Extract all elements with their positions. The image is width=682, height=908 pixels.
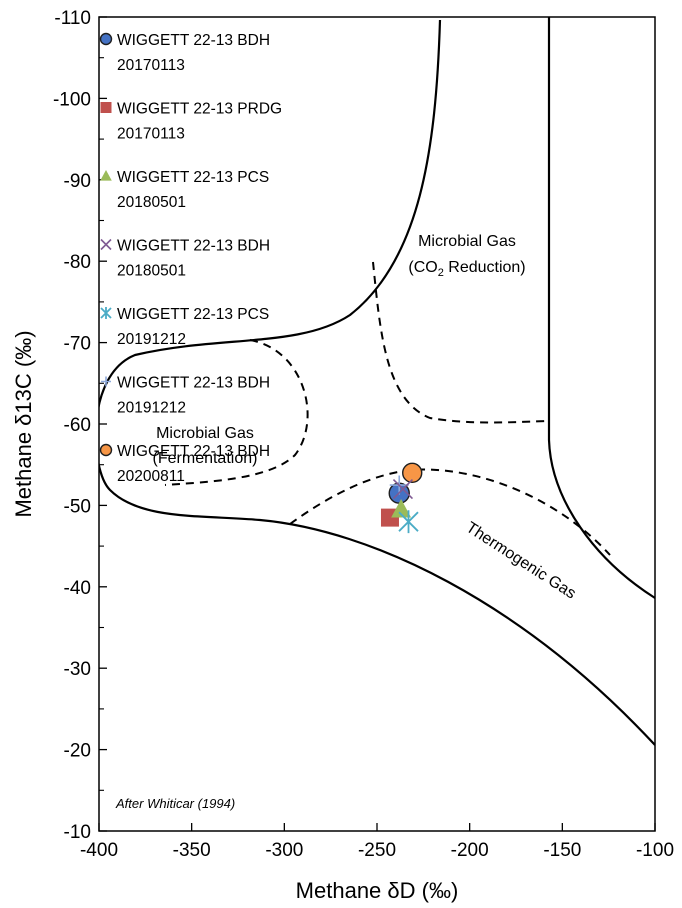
legend-label-date: 20191212 [117,331,186,348]
data-point [391,499,412,518]
legend-marker [100,307,112,319]
x-axis-title: Methane δD (‰) [296,878,459,903]
field-boundaries [99,17,655,746]
legend-marker [100,169,112,181]
y-tick-label: -40 [64,578,91,599]
legend-label: WIGGETT 22-13 PRDG [117,101,282,118]
x-tick-label: -350 [173,840,211,861]
y-tick-label: -60 [64,415,91,436]
plot-area [98,16,656,832]
y-tick-label: -30 [64,659,91,680]
legend-label: WIGGETT 22-13 BDH [117,238,270,255]
y-tick-label: -80 [64,252,91,273]
fermentation-boundary-dashed [164,339,309,486]
legend-label: WIGGETT 22-13 PCS [117,169,269,186]
y-tick-label: -50 [64,496,91,517]
legend-marker [100,238,112,251]
legend-marker [99,32,113,46]
legend-label: WIGGETT 22-13 PCS [117,306,269,323]
legend-label-date: 20200811 [117,468,185,485]
outer-boundary-line [99,19,655,746]
y-tick-label: -20 [64,741,91,762]
y-tick-label: -100 [53,89,91,110]
data-point [402,462,423,484]
x-axis-ticks: -400 -350 -300 -250 -200 -150 -100 [80,823,674,861]
legend-label-date: 20191212 [117,400,186,417]
data-point [392,479,414,500]
y-axis-ticks: -110 -100 -90 -80 -70 -60 -50 -40 -30 -20 -10 [53,8,107,843]
legend-label-date: 20170113 [117,57,185,74]
region-label-fermentation-line2: (Fermentation) [153,450,258,467]
y-tick-label: -70 [64,334,91,355]
legend: WIGGETT 22-13 BDH 20170113 WIGGETT 22-13 P… [99,32,282,485]
legend-label: WIGGETT 22-13 BDH [117,375,270,392]
legend-marker [99,443,113,457]
x-tick-label: -300 [265,840,303,861]
legend-label: WIGGETT 22-13 BDH [117,443,270,460]
x-tick-label: -100 [636,840,674,861]
co2-reduction-boundary-dashed [372,261,550,424]
x-tick-label: -200 [451,840,489,861]
x-tick-label: -400 [80,840,118,861]
legend-marker [101,376,111,387]
region-label-co2-line2: (CO2 Reduction) [408,259,525,279]
data-points [380,462,423,534]
x-tick-label: -150 [543,840,581,861]
legend-label-date: 20180501 [117,263,186,280]
attribution-note: After Whiticar (1994) [115,796,235,811]
data-point [398,510,419,534]
thermogenic-boundary-dashed [289,468,611,556]
region-label-co2-line1: Microbial Gas [418,233,516,250]
right-boundary-line [547,17,655,599]
legend-label-date: 20170113 [117,126,185,143]
region-label-fermentation-line1: Microbial Gas [156,425,254,442]
legend-marker [100,102,112,113]
legend-label: WIGGETT 22-13 BDH [117,32,270,49]
y-tick-label: -110 [54,8,91,29]
y-tick-label: -90 [64,171,91,192]
x-tick-label: -250 [358,840,396,861]
y-axis-title: Methane δ13C (‰) [11,330,36,517]
y-tick-label: -10 [64,822,91,843]
legend-label-date: 20180501 [117,194,186,211]
